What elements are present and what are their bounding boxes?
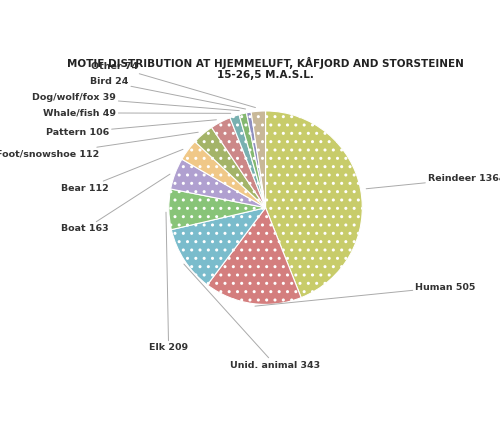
Text: Elk 209: Elk 209 [149, 212, 188, 352]
Wedge shape [169, 189, 266, 230]
Text: Unid. animal 343: Unid. animal 343 [184, 264, 320, 370]
Text: Other 74: Other 74 [90, 62, 256, 108]
Wedge shape [195, 127, 266, 208]
Wedge shape [251, 111, 266, 208]
Wedge shape [212, 118, 266, 208]
Text: Bear 112: Bear 112 [61, 150, 183, 193]
Title: MOTIF DISTRIBUTION AT HJEMMELUFT, KÅFJORD AND STORSTEINEN
15-26,5 M.A.S.L.: MOTIF DISTRIBUTION AT HJEMMELUFT, KÅFJOR… [67, 57, 464, 80]
Text: Reindeer 1364: Reindeer 1364 [366, 174, 500, 189]
Text: Bird 24: Bird 24 [90, 78, 246, 109]
Text: Boat 163: Boat 163 [61, 174, 170, 233]
Text: Human 505: Human 505 [255, 283, 476, 306]
Wedge shape [182, 142, 266, 208]
Wedge shape [172, 208, 266, 285]
Wedge shape [208, 208, 301, 304]
Wedge shape [170, 159, 266, 208]
Wedge shape [239, 113, 266, 208]
Text: Pattern 106: Pattern 106 [46, 120, 216, 137]
Text: Whale/fish 49: Whale/fish 49 [42, 109, 230, 117]
Wedge shape [246, 112, 266, 208]
Wedge shape [266, 111, 362, 298]
Text: Foot/snowshoe 112: Foot/snowshoe 112 [0, 132, 198, 159]
Wedge shape [230, 115, 266, 208]
Text: Dog/wolf/fox 39: Dog/wolf/fox 39 [32, 93, 240, 111]
